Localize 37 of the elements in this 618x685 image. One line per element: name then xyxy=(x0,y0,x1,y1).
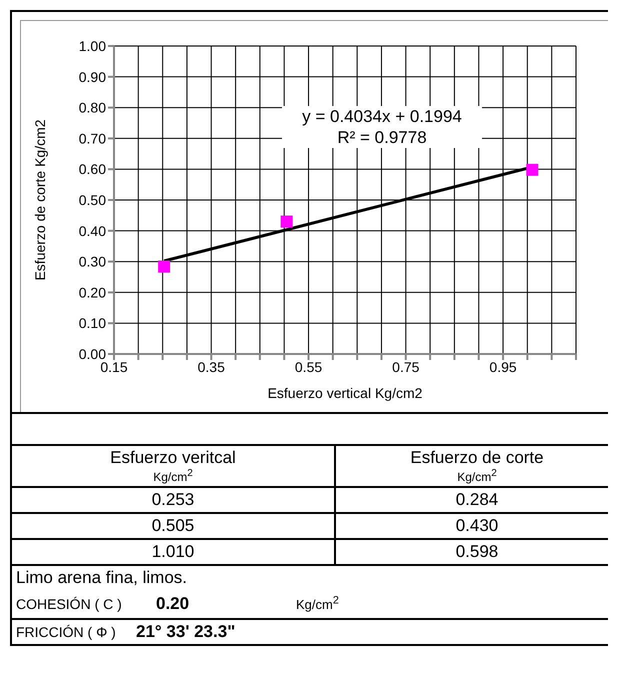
x-tick-label: 0.35 xyxy=(198,358,226,375)
text: Esfuerzo veritcal xyxy=(110,448,236,467)
text: 0.253 xyxy=(152,490,194,509)
text: FRICCIÓN ( Φ ) xyxy=(16,624,116,640)
text: 0.284 xyxy=(456,490,498,509)
y-tick-label: 0.50 xyxy=(78,192,106,208)
y-axis-title: Esfuerzo de corte Kg/cm2 xyxy=(32,119,48,281)
y-tick-label: 0.90 xyxy=(78,68,106,85)
text: Limo arena fina, limos. xyxy=(16,568,188,587)
text: 0.505 xyxy=(152,516,194,535)
annotation: R² = 0.9778 xyxy=(337,128,427,147)
text: Esfuerzo de corte xyxy=(410,448,544,467)
y-tick-label: 0.80 xyxy=(78,100,106,116)
y-tick-label: 0.30 xyxy=(78,254,106,270)
y-tick-label: 0.60 xyxy=(78,161,106,178)
y-tick-label: 1.00 xyxy=(78,38,106,54)
point xyxy=(526,164,538,176)
y-tick-label: 0.40 xyxy=(78,222,106,239)
text: 1.010 xyxy=(152,542,194,561)
text: 0.20 xyxy=(156,594,190,613)
annotation: y = 0.4034x + 0.1994 xyxy=(302,107,462,126)
x-tick-label: 0.75 xyxy=(392,358,420,375)
text: 0.598 xyxy=(456,542,498,561)
text: 21° 33' 23.3" xyxy=(136,622,236,641)
y-tick-label: 0.20 xyxy=(78,284,106,300)
point xyxy=(158,260,170,273)
text: Kg/cm$^{2}$ xyxy=(296,594,339,612)
x-tick-label: 0.55 xyxy=(294,358,322,375)
x-tick-label: 0.95 xyxy=(489,358,517,375)
y-tick-label: 0.70 xyxy=(78,130,106,146)
text: COHESIÓN ( C ) xyxy=(16,596,122,612)
x-axis-title: Esfuerzo vertical Kg/cm2 xyxy=(268,385,423,401)
text: Kg/cm$^{2}$ xyxy=(457,468,497,484)
text: Kg/cm$^{2}$ xyxy=(153,468,193,484)
text: 0.430 xyxy=(456,516,498,535)
y-tick-label: 0.10 xyxy=(78,315,106,332)
point xyxy=(280,216,293,228)
